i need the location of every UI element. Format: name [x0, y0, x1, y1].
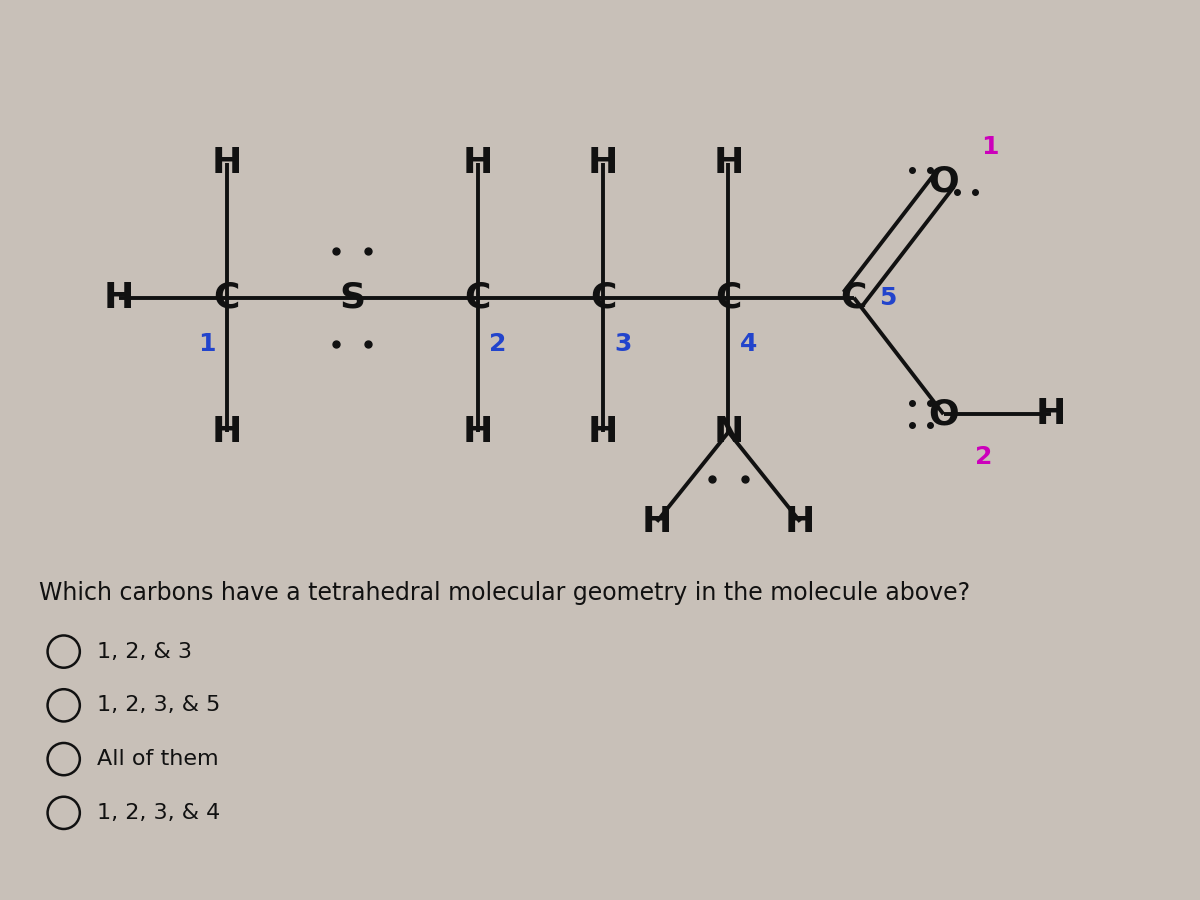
Text: 3: 3 [614, 332, 631, 356]
Text: H: H [211, 415, 242, 449]
Text: N: N [713, 415, 744, 449]
Text: H: H [104, 281, 134, 315]
Text: 2: 2 [976, 446, 992, 469]
Text: H: H [1036, 397, 1066, 431]
Text: 2: 2 [488, 332, 506, 356]
Text: C: C [214, 281, 240, 315]
Text: 1, 2, 3, & 4: 1, 2, 3, & 4 [97, 803, 220, 823]
Text: 1: 1 [982, 135, 998, 159]
Text: C: C [715, 281, 742, 315]
Text: O: O [928, 164, 959, 198]
Text: H: H [462, 147, 493, 180]
Text: H: H [785, 505, 815, 539]
Text: Which carbons have a tetrahedral molecular geometry in the molecule above?: Which carbons have a tetrahedral molecul… [38, 581, 970, 606]
Text: 4: 4 [739, 332, 757, 356]
Text: 1, 2, 3, & 5: 1, 2, 3, & 5 [97, 696, 221, 716]
Text: H: H [642, 505, 672, 539]
Text: O: O [928, 397, 959, 431]
Text: C: C [590, 281, 617, 315]
Text: H: H [713, 147, 744, 180]
Text: H: H [211, 147, 242, 180]
Text: 1: 1 [198, 332, 216, 356]
Text: 1, 2, & 3: 1, 2, & 3 [97, 642, 192, 662]
Text: 5: 5 [880, 285, 896, 310]
Text: C: C [841, 281, 868, 315]
Text: All of them: All of them [97, 749, 218, 770]
Text: H: H [588, 415, 618, 449]
Text: H: H [462, 415, 493, 449]
Text: H: H [588, 147, 618, 180]
Text: S: S [340, 281, 365, 315]
Text: C: C [464, 281, 491, 315]
